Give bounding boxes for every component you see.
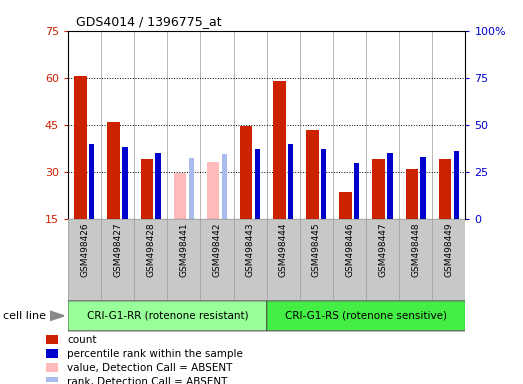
- Text: GSM498449: GSM498449: [445, 222, 453, 277]
- Bar: [321, 149, 326, 219]
- Text: GSM498443: GSM498443: [246, 222, 255, 277]
- Bar: [453, 151, 459, 219]
- Bar: [306, 129, 319, 219]
- Bar: [89, 144, 95, 219]
- Bar: [255, 149, 260, 219]
- Bar: [267, 219, 300, 300]
- Bar: [107, 122, 120, 219]
- Text: CRI-G1-RR (rotenone resistant): CRI-G1-RR (rotenone resistant): [86, 311, 248, 321]
- Bar: [47, 377, 58, 384]
- Text: percentile rank within the sample: percentile rank within the sample: [67, 349, 243, 359]
- Bar: [399, 219, 433, 300]
- Bar: [47, 349, 58, 358]
- Bar: [141, 159, 153, 219]
- Bar: [222, 154, 227, 219]
- Text: GSM498428: GSM498428: [146, 222, 155, 277]
- Text: GSM498441: GSM498441: [179, 222, 188, 277]
- Bar: [300, 219, 333, 300]
- Bar: [372, 159, 385, 219]
- Text: GSM498427: GSM498427: [113, 222, 122, 277]
- FancyBboxPatch shape: [267, 301, 465, 331]
- Bar: [366, 219, 399, 300]
- Bar: [101, 219, 134, 300]
- Bar: [122, 147, 128, 219]
- Bar: [339, 192, 352, 219]
- Text: GSM498448: GSM498448: [411, 222, 420, 277]
- Text: GSM498445: GSM498445: [312, 222, 321, 277]
- Text: rank, Detection Call = ABSENT: rank, Detection Call = ABSENT: [67, 377, 228, 384]
- Text: cell line: cell line: [3, 311, 46, 321]
- Bar: [420, 157, 426, 219]
- Bar: [200, 219, 234, 300]
- Bar: [405, 169, 418, 219]
- Bar: [68, 219, 101, 300]
- Text: GSM498446: GSM498446: [345, 222, 354, 277]
- Text: GSM498442: GSM498442: [212, 222, 222, 276]
- Bar: [433, 219, 465, 300]
- Bar: [234, 219, 267, 300]
- Bar: [388, 153, 393, 219]
- Polygon shape: [50, 311, 64, 321]
- Text: count: count: [67, 334, 97, 344]
- Bar: [167, 219, 200, 300]
- Text: CRI-G1-RS (rotenone sensitive): CRI-G1-RS (rotenone sensitive): [285, 311, 447, 321]
- Bar: [155, 153, 161, 219]
- Bar: [207, 162, 219, 219]
- Bar: [333, 219, 366, 300]
- Text: GSM498426: GSM498426: [80, 222, 89, 277]
- Bar: [47, 335, 58, 344]
- FancyBboxPatch shape: [68, 301, 267, 331]
- Bar: [134, 219, 167, 300]
- Bar: [47, 363, 58, 372]
- Bar: [288, 144, 293, 219]
- Bar: [439, 159, 451, 219]
- Bar: [354, 163, 359, 219]
- Text: GDS4014 / 1396775_at: GDS4014 / 1396775_at: [76, 15, 222, 28]
- Bar: [174, 174, 186, 219]
- Bar: [189, 158, 194, 219]
- Bar: [74, 76, 87, 219]
- Text: GSM498444: GSM498444: [279, 222, 288, 276]
- Text: GSM498447: GSM498447: [378, 222, 387, 277]
- Bar: [273, 81, 286, 219]
- Bar: [240, 126, 253, 219]
- Text: value, Detection Call = ABSENT: value, Detection Call = ABSENT: [67, 362, 233, 372]
